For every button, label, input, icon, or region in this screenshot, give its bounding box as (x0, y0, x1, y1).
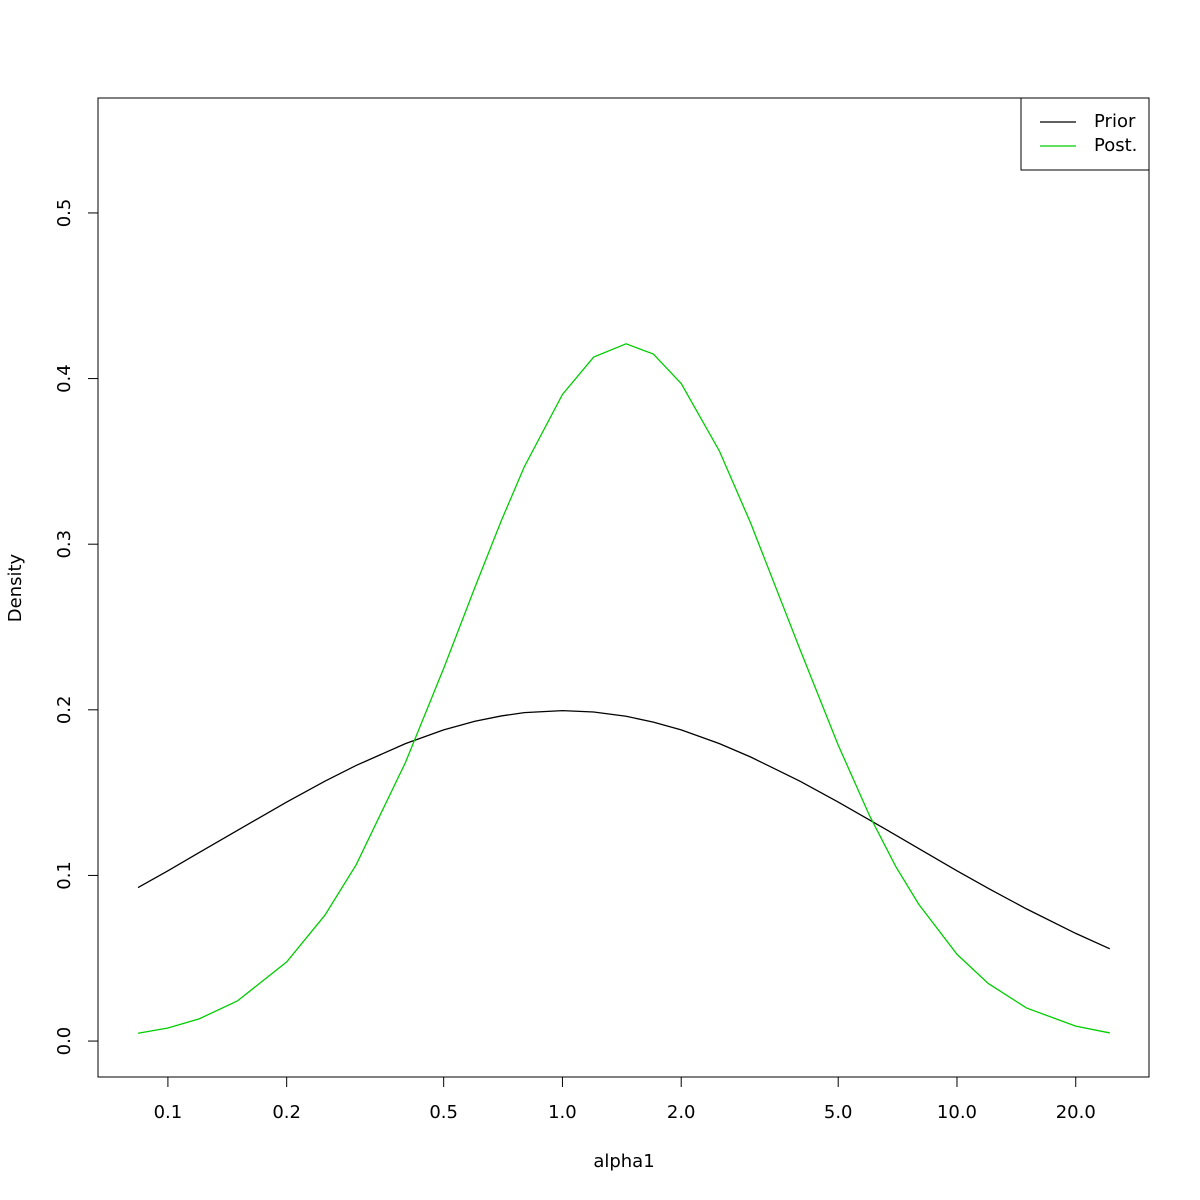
x-tick-label: 2.0 (667, 1102, 696, 1123)
y-tick-label: 0.0 (54, 1027, 75, 1056)
x-tick-label: 5.0 (824, 1102, 853, 1123)
x-tick-label: 0.2 (272, 1102, 301, 1123)
y-axis-title: Density (5, 553, 26, 622)
x-tick-label: 1.0 (548, 1102, 577, 1123)
x-tick-label: 10.0 (937, 1102, 977, 1123)
series-line (137, 709, 1111, 950)
legend-label: Prior (1094, 111, 1136, 132)
y-tick-label: 0.1 (54, 861, 75, 890)
y-tick-label: 0.4 (54, 364, 75, 393)
x-tick-label: 20.0 (1056, 1102, 1096, 1123)
y-tick-label: 0.5 (54, 199, 75, 228)
series-line (137, 343, 1110, 1034)
x-tick-label: 0.1 (154, 1102, 183, 1123)
y-tick-label: 0.3 (54, 530, 75, 559)
x-tick-label: 0.5 (429, 1102, 458, 1123)
y-tick-label: 0.2 (54, 695, 75, 724)
legend-box (1020, 97, 1150, 171)
x-axis-title: alpha1 (593, 1151, 654, 1172)
plot-box (97, 97, 1150, 1078)
legend-label: Post. (1094, 135, 1137, 156)
